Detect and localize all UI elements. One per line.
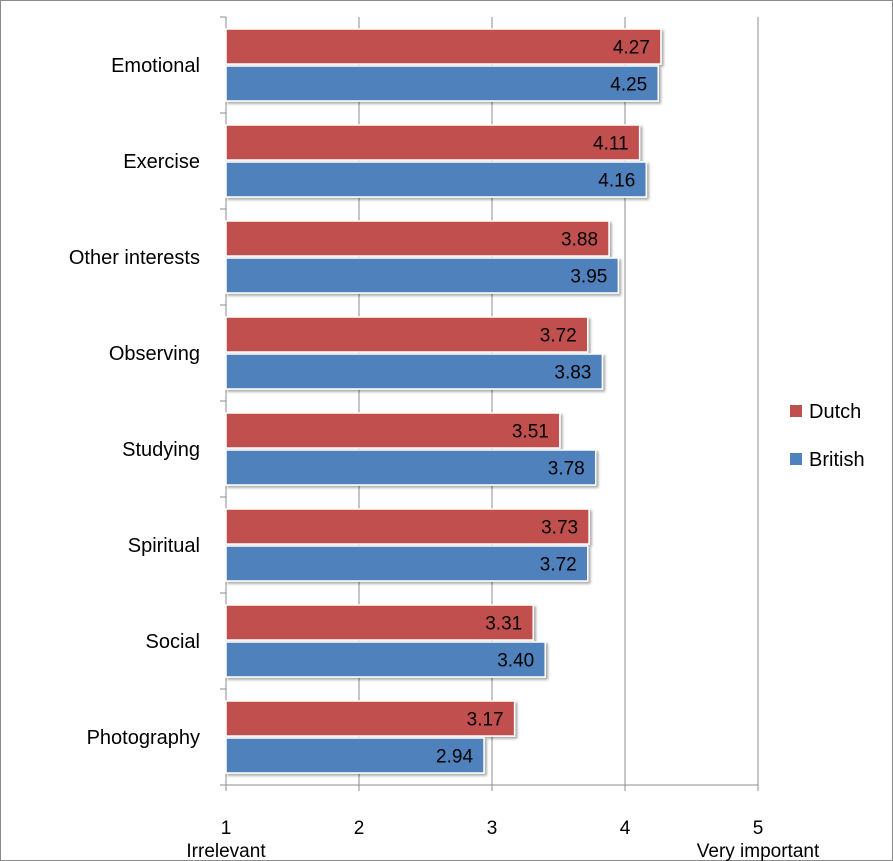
labels: 4.27 4.25 4.11 4.16 3.88 3.95 3.72 3.83 3.51 3.78…	[436, 38, 650, 768]
x-tick-label-3: 3	[487, 818, 498, 839]
data-label-dutch: 3.72	[540, 326, 577, 347]
bar-dutch	[225, 220, 610, 257]
data-label-british: 3.78	[548, 459, 585, 480]
bar-british	[225, 737, 485, 774]
bar-dutch	[225, 604, 534, 641]
data-label-dutch: 3.31	[485, 614, 522, 635]
category-label: Spiritual	[128, 535, 200, 557]
x-tick-sublabel-1: Irrelevant	[186, 841, 266, 861]
bar-british	[225, 545, 589, 582]
x-tick-label-2: 2	[354, 818, 365, 839]
bar-british	[225, 353, 604, 390]
data-label-british: 3.40	[497, 651, 534, 672]
x-tick-label-1: 1	[221, 818, 232, 839]
category-label: Other interests	[69, 247, 200, 269]
bar-british	[225, 449, 597, 486]
data-label-dutch: 3.88	[561, 230, 598, 251]
data-label-dutch: 4.27	[613, 38, 650, 59]
category-label: Observing	[109, 343, 200, 365]
legend-label-british: British	[809, 449, 865, 471]
data-label-british: 3.83	[554, 363, 591, 384]
legend-swatch-dutch	[790, 405, 802, 417]
bar-dutch	[225, 508, 590, 545]
x-tick-label-4: 4	[620, 818, 631, 839]
data-label-british: 4.16	[598, 171, 635, 192]
data-label-british: 4.25	[610, 75, 647, 96]
bar-dutch	[225, 316, 589, 353]
category-label: Emotional	[111, 55, 200, 77]
bar-dutch	[225, 412, 561, 449]
category-label: Exercise	[123, 151, 200, 173]
bar-dutch	[225, 700, 516, 737]
legend-label-dutch: Dutch	[809, 401, 861, 423]
legend: Dutch British	[790, 401, 865, 471]
bar-british	[225, 161, 648, 198]
bar-british	[225, 257, 620, 294]
data-label-dutch: 4.11	[593, 134, 629, 155]
x-tick-label-5: 5	[753, 818, 764, 839]
data-label-british: 3.95	[570, 267, 607, 288]
data-label-british: 3.72	[540, 555, 577, 576]
data-label-dutch: 3.51	[512, 422, 549, 443]
category-label: Social	[146, 631, 200, 653]
bar-dutch	[225, 28, 662, 65]
data-label-british: 2.94	[436, 747, 473, 768]
x-tick-sublabel-5: Very important	[697, 841, 820, 861]
legend-swatch-british	[790, 453, 802, 465]
bars	[225, 28, 662, 774]
bar-dutch	[225, 124, 641, 161]
category-label: Photography	[87, 727, 200, 749]
data-label-dutch: 3.17	[467, 710, 504, 731]
category-label: Studying	[122, 439, 200, 461]
bar-british	[225, 641, 546, 678]
data-label-dutch: 3.73	[541, 518, 578, 539]
bar-british	[225, 65, 659, 102]
